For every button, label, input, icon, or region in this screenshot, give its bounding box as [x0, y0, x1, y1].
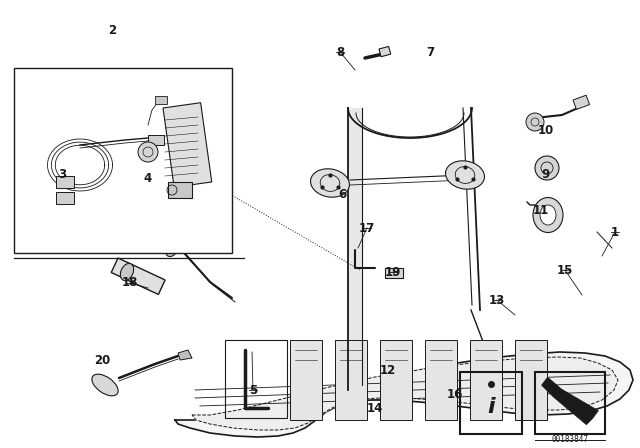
Bar: [56, 192, 74, 204]
Bar: [515, 340, 547, 420]
Bar: [335, 340, 367, 420]
Text: 7: 7: [426, 46, 434, 59]
Ellipse shape: [120, 263, 134, 280]
Circle shape: [526, 113, 544, 131]
Text: 6: 6: [338, 189, 346, 202]
Bar: [148, 135, 164, 145]
Ellipse shape: [445, 161, 484, 189]
Text: 13: 13: [489, 293, 505, 306]
Ellipse shape: [92, 374, 118, 396]
Bar: [225, 340, 287, 418]
Text: 2: 2: [108, 23, 116, 36]
Bar: [290, 340, 322, 420]
Text: 5: 5: [249, 383, 257, 396]
Bar: [163, 103, 212, 187]
Text: 10: 10: [538, 124, 554, 137]
Bar: [56, 176, 74, 188]
Polygon shape: [175, 352, 633, 437]
Text: 8: 8: [336, 46, 344, 59]
Bar: [380, 340, 412, 420]
Text: 4: 4: [144, 172, 152, 185]
Text: 12: 12: [380, 363, 396, 376]
Text: 15: 15: [557, 263, 573, 276]
Bar: [460, 372, 522, 434]
Bar: [470, 340, 502, 420]
Polygon shape: [541, 377, 598, 425]
Bar: [385, 268, 403, 278]
Text: 00183847: 00183847: [552, 435, 589, 444]
Bar: [425, 340, 457, 420]
Text: 9: 9: [542, 168, 550, 181]
Text: 14: 14: [367, 401, 383, 414]
Text: 11: 11: [533, 203, 549, 216]
Polygon shape: [192, 357, 618, 430]
Bar: [168, 182, 192, 198]
Text: 18: 18: [122, 276, 138, 289]
Bar: [14, 68, 232, 253]
Bar: [379, 47, 391, 57]
Text: 3: 3: [58, 168, 66, 181]
Text: i: i: [487, 397, 495, 417]
Bar: [573, 95, 589, 109]
Ellipse shape: [165, 240, 179, 257]
Ellipse shape: [310, 169, 349, 197]
Polygon shape: [178, 350, 192, 360]
Text: 20: 20: [94, 353, 110, 366]
Bar: [535, 372, 605, 434]
Ellipse shape: [533, 198, 563, 233]
Circle shape: [535, 156, 559, 180]
Text: 16: 16: [447, 388, 463, 401]
Text: 19: 19: [385, 266, 401, 279]
Circle shape: [138, 142, 158, 162]
Ellipse shape: [540, 205, 556, 225]
Bar: [155, 96, 167, 104]
Text: 17: 17: [359, 221, 375, 234]
Bar: [111, 258, 165, 294]
Text: 1: 1: [611, 225, 619, 238]
